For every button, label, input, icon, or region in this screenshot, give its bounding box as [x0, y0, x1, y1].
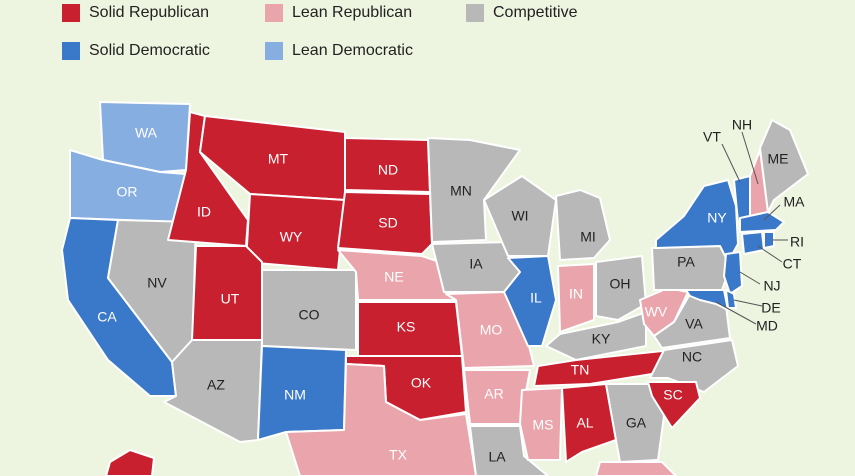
state-label-SD: SD: [378, 215, 397, 231]
state-label-GA: GA: [626, 415, 647, 431]
state-label-IA: IA: [469, 256, 483, 272]
legend-item-lean-democratic: Lean Democratic: [265, 42, 413, 60]
state-label-NH: NH: [732, 117, 752, 133]
state-label-IN: IN: [569, 286, 583, 302]
state-MS[interactable]: [519, 387, 563, 461]
state-SD[interactable]: [337, 191, 433, 255]
state-label-LA: LA: [488, 449, 506, 465]
state-label-MN: MN: [450, 183, 472, 199]
state-label-DE: DE: [761, 300, 780, 316]
state-label-ME: ME: [768, 151, 789, 167]
legend-swatch: [265, 4, 283, 22]
state-label-TN: TN: [571, 362, 590, 378]
state-label-NJ: NJ: [763, 278, 780, 294]
state-AK[interactable]: [105, 449, 155, 476]
state-label-MS: MS: [533, 417, 554, 433]
leader-line-ma: [763, 204, 781, 221]
state-CO[interactable]: [261, 269, 357, 351]
state-NY[interactable]: [655, 179, 739, 263]
legend-item-competitive: Competitive: [466, 4, 577, 22]
state-label-NV: NV: [147, 275, 167, 291]
legend-label: Solid Democratic: [89, 42, 210, 59]
state-label-MT: MT: [268, 151, 289, 167]
state-VT[interactable]: [733, 175, 751, 223]
legend-label: Lean Republican: [292, 4, 413, 21]
state-label-WV: WV: [645, 304, 668, 320]
legend-swatch: [62, 4, 80, 22]
state-label-WI: WI: [511, 208, 528, 224]
state-WA[interactable]: [99, 101, 191, 173]
state-TX[interactable]: [285, 363, 477, 476]
legend-item-lean-republican: Lean Republican: [265, 4, 412, 22]
leader-line-de: [733, 299, 763, 307]
state-label-ND: ND: [378, 162, 398, 178]
state-label-ID: ID: [197, 204, 211, 220]
state-label-MI: MI: [580, 229, 596, 245]
legend-label: Lean Democratic: [292, 42, 413, 59]
state-MI[interactable]: [555, 189, 611, 261]
state-label-CT: CT: [783, 256, 802, 272]
state-AL[interactable]: [561, 383, 617, 463]
legend-label: Competitive: [493, 4, 578, 21]
state-label-RI: RI: [790, 234, 804, 250]
state-label-NE: NE: [384, 269, 403, 285]
leader-line-nj: [739, 271, 761, 285]
legend-swatch: [466, 4, 484, 22]
state-WI[interactable]: [483, 175, 557, 257]
state-label-AR: AR: [484, 386, 503, 402]
state-label-KS: KS: [397, 319, 416, 335]
state-label-OH: OH: [610, 276, 631, 292]
legend-item-solid-republican: Solid Republican: [62, 4, 209, 22]
leader-line-ct: [757, 245, 783, 263]
state-LA[interactable]: [469, 425, 549, 476]
state-label-NC: NC: [682, 349, 702, 365]
legend-item-solid-democratic: Solid Democratic: [62, 42, 210, 60]
state-label-IL: IL: [530, 290, 542, 306]
state-FL[interactable]: [595, 461, 677, 476]
state-label-MA: MA: [784, 194, 806, 210]
leader-line-md: [715, 301, 757, 325]
state-label-NM: NM: [284, 387, 306, 403]
state-label-OR: OR: [117, 184, 138, 200]
state-label-WY: WY: [280, 229, 303, 245]
state-MD[interactable]: [685, 289, 729, 311]
legend-label: Solid Republican: [89, 4, 210, 21]
state-IN[interactable]: [557, 263, 595, 333]
legend-swatch: [265, 42, 283, 60]
state-label-AZ: AZ: [207, 377, 225, 393]
map-legend: Solid Republican Lean Republican Competi…: [62, 0, 622, 70]
state-label-MO: MO: [480, 322, 503, 338]
state-NJ[interactable]: [723, 251, 743, 295]
state-label-AL: AL: [576, 415, 593, 431]
state-label-MD: MD: [756, 318, 778, 334]
state-SC[interactable]: [647, 381, 701, 429]
state-IL[interactable]: [503, 255, 557, 347]
state-label-TX: TX: [389, 447, 408, 463]
state-RI[interactable]: [763, 231, 775, 249]
leader-line-vt: [721, 143, 741, 183]
state-label-WA: WA: [135, 125, 158, 141]
leader-line-nh: [741, 131, 759, 185]
state-OH[interactable]: [595, 255, 647, 321]
state-label-PA: PA: [677, 254, 695, 270]
state-label-VT: VT: [703, 129, 721, 145]
state-label-SC: SC: [663, 387, 682, 403]
state-label-CA: CA: [97, 309, 117, 325]
state-label-NY: NY: [707, 210, 727, 226]
state-CT[interactable]: [741, 231, 765, 255]
state-label-CO: CO: [299, 307, 320, 323]
state-label-UT: UT: [221, 291, 240, 307]
state-MA[interactable]: [739, 211, 785, 233]
legend-swatch: [62, 42, 80, 60]
state-label-OK: OK: [411, 375, 432, 391]
state-label-KY: KY: [592, 331, 611, 347]
state-NC[interactable]: [649, 339, 739, 393]
state-label-VA: VA: [685, 316, 703, 332]
